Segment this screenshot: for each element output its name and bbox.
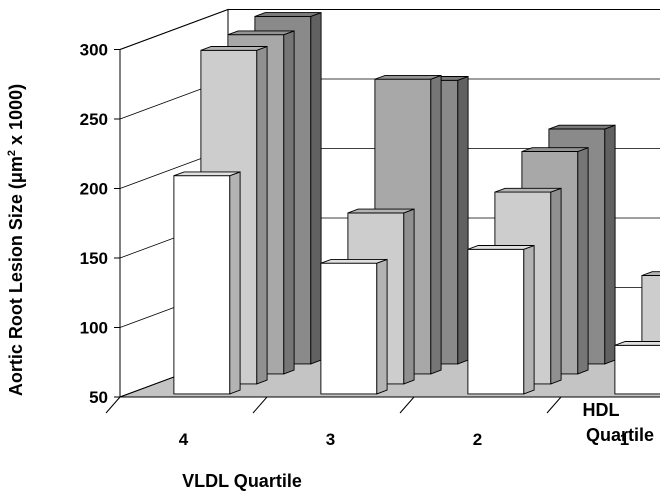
bar-front-face [320,262,378,395]
x-tick-label: 3 [326,430,335,449]
bar-top-face [467,245,535,250]
bar-side-face [604,124,616,365]
bar-side-face [229,171,241,395]
y-tick-label: 50 [89,388,108,407]
bar-vldl-2-hdl-4 [467,244,535,395]
x-tick-mark [105,396,121,414]
bar-top-face [227,30,295,36]
y-tick-label: 200 [80,180,108,199]
x-tick-label: 2 [473,430,482,449]
bar-vldl-1-hdl-4 [614,341,660,395]
bar-top-face [320,258,388,264]
x-tick-label: 4 [179,430,189,449]
bars-group [173,11,660,395]
bar-side-face [310,11,322,365]
bar-side-face [577,147,589,375]
gridline [119,9,660,50]
bar-top-face [614,341,660,346]
bar-top-face [200,46,268,51]
bar-side-face [403,208,415,385]
bar-top-face [254,12,322,17]
bar-top-face [347,208,415,214]
bar-top-face [548,124,616,130]
y-axis-title: Aortic Root Lesion Size (μm2 x 1000) [6,84,26,396]
bar-top-face [173,171,241,177]
bar-front-face [467,248,525,395]
y-tick-label: 250 [80,110,108,129]
z-axis-title-line2: Quartile [586,425,654,445]
y-tick-label: 150 [80,249,108,268]
bar-top-face [374,74,442,80]
bar-side-face [523,244,535,395]
x-tick-mark [252,396,268,414]
bar-top-face [641,271,660,276]
x-axis-title: VLDL Quartile [182,471,302,491]
x-tick-mark [546,396,562,414]
bar-side-face [430,74,442,375]
axes-group: 5010015020025030043214321 [80,41,630,450]
bar-top-face [494,187,562,193]
bar-front-face [614,344,660,395]
bar-top-face [521,147,589,152]
bar-side-face [457,75,469,365]
bar-front-face [173,175,231,395]
bar-vldl-4-hdl-4 [173,171,241,395]
bar-side-face [550,187,562,385]
x-tick-mark [399,396,415,414]
bar-vldl-3-hdl-4 [320,258,388,395]
x-tick-label: 1 [620,430,629,449]
bar-side-face [256,45,268,385]
bar-side-face [283,30,295,375]
y-tick-label: 300 [80,41,108,60]
y-tick-label: 100 [80,319,108,338]
bar-side-face [376,258,388,395]
z-axis-title-line1: HDL [583,400,620,420]
